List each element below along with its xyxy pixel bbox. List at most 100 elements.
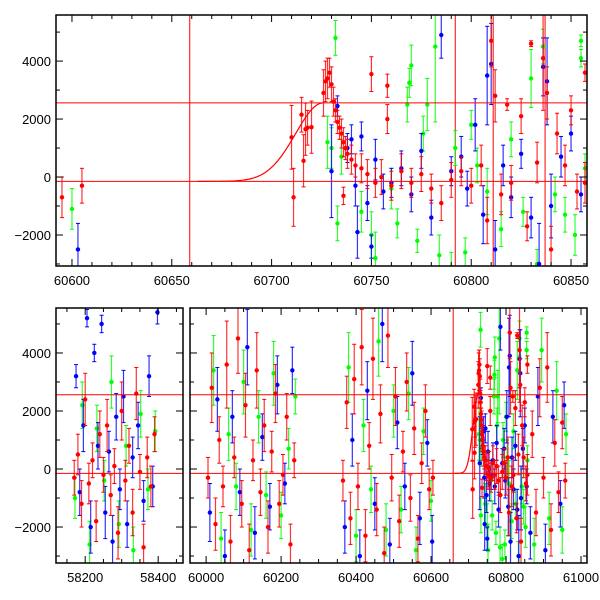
data-point-blue <box>117 468 123 511</box>
data-point-red <box>513 390 518 426</box>
marker <box>369 71 374 77</box>
marker <box>546 516 552 521</box>
data-point-red <box>399 153 404 190</box>
marker <box>271 371 276 376</box>
marker <box>130 510 135 515</box>
marker <box>439 32 444 38</box>
marker <box>485 363 490 369</box>
data-point-green <box>539 317 544 383</box>
data-point-green <box>72 477 78 519</box>
data-point-red <box>533 488 539 537</box>
marker <box>483 426 488 431</box>
data-point-red <box>508 361 513 415</box>
data-point-green <box>515 340 520 400</box>
marker <box>256 414 261 419</box>
marker <box>525 362 530 367</box>
marker <box>485 536 490 541</box>
data-point-green <box>353 509 359 563</box>
marker <box>90 458 95 463</box>
data-point-red <box>323 60 328 103</box>
marker <box>528 215 534 220</box>
marker <box>366 443 372 448</box>
marker <box>433 44 438 49</box>
marker <box>381 189 386 194</box>
marker <box>278 513 284 518</box>
marker <box>391 408 396 414</box>
marker <box>496 507 501 512</box>
data-point-red <box>348 491 353 545</box>
data-point-blue <box>402 462 408 511</box>
data-point-red <box>339 118 344 149</box>
marker <box>305 125 310 130</box>
marker <box>348 516 353 521</box>
data-point-red <box>254 332 259 409</box>
data-point-red <box>516 433 521 476</box>
data-point-green <box>508 121 514 158</box>
marker <box>558 501 563 507</box>
data-point-blue <box>365 185 370 221</box>
data-point-blue <box>516 514 521 563</box>
marker <box>524 224 530 229</box>
data-point-red <box>544 66 550 120</box>
marker <box>514 516 519 521</box>
marker <box>465 186 470 191</box>
data-point-green <box>241 349 246 415</box>
marker <box>430 475 436 480</box>
marker <box>518 495 524 501</box>
data-point-red <box>518 517 524 563</box>
data-point-green <box>145 468 151 511</box>
data-point-green <box>391 384 396 438</box>
axes-frame <box>189 307 588 564</box>
marker <box>265 524 271 530</box>
marker <box>558 154 564 159</box>
marker <box>541 475 546 480</box>
marker <box>402 484 408 489</box>
marker <box>385 333 391 338</box>
data-point-blue <box>439 15 444 59</box>
data-point-green <box>437 234 442 266</box>
marker <box>370 356 376 361</box>
data-point-red <box>90 442 95 479</box>
marker <box>220 484 226 489</box>
data-point-blue <box>518 138 524 169</box>
data-point-blue <box>350 413 355 467</box>
y-tick-label: −2000 <box>14 228 51 243</box>
marker <box>518 113 524 119</box>
marker <box>349 137 354 142</box>
marker <box>393 394 398 399</box>
marker <box>479 485 485 491</box>
data-point-red <box>506 488 512 537</box>
data-point-green <box>409 44 414 87</box>
data-point-red <box>510 390 515 403</box>
data-point-blue <box>359 121 364 152</box>
data-point-red <box>369 56 374 93</box>
marker <box>228 539 233 544</box>
data-point-red <box>305 109 310 146</box>
marker <box>516 553 521 559</box>
data-point-blue <box>513 430 518 461</box>
data-point-red <box>515 332 520 339</box>
data-point-red <box>82 372 88 426</box>
marker <box>327 70 332 75</box>
data-point-green <box>293 378 298 415</box>
marker <box>215 397 220 402</box>
data-point-red <box>400 430 406 473</box>
marker <box>498 324 503 330</box>
data-point-red <box>341 127 346 158</box>
marker <box>561 402 567 408</box>
data-point-red <box>351 343 357 415</box>
marker <box>510 394 515 399</box>
marker <box>563 431 569 437</box>
panel-top: 60600 60650 60700 60750 60800 60850 −2000 0 2000… <box>14 14 589 288</box>
data-point-blue <box>429 514 435 563</box>
y-tick-label: 0 <box>44 170 51 185</box>
marker <box>368 487 374 492</box>
data-point-green <box>421 407 426 456</box>
data-point-green <box>498 211 504 248</box>
data-point-red <box>75 433 81 476</box>
data-point-red <box>220 465 226 508</box>
data-point-red <box>349 144 354 175</box>
marker <box>387 542 393 547</box>
data-point-blue <box>75 222 81 266</box>
marker <box>86 481 92 486</box>
